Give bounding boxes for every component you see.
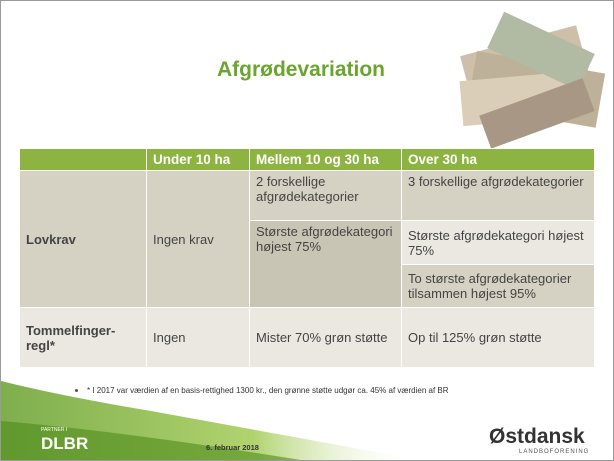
title: Afgrødevariation xyxy=(151,58,451,82)
row-label: Tommelfinger-regl* xyxy=(20,308,147,368)
table: Under 10 ha Mellem 10 og 30 ha Over 30 h… xyxy=(19,148,595,368)
footnote: * I 2017 var værdien af en basis-rettigh… xyxy=(87,386,449,395)
logo-left: DLBR xyxy=(41,434,88,453)
cell: 3 forskellige afgrødekategorier xyxy=(402,171,595,221)
cell: Ingen xyxy=(147,308,250,368)
cell: Op til 125% grøn støtte xyxy=(402,308,595,368)
header: Mellem 10 og 30 ha xyxy=(250,149,402,171)
header: Under 10 ha xyxy=(147,149,250,171)
logo-small: PARTNER I xyxy=(41,427,67,433)
row-label: Lovkrav xyxy=(20,171,147,308)
cell: Ingen krav xyxy=(147,171,250,308)
cell: Største afgrødekategori højest 75% xyxy=(250,221,402,308)
logo-right-sub: LANDBOFORENING xyxy=(519,449,589,455)
cell: To største afgrødekategorier tilsammen h… xyxy=(402,265,595,308)
cell: 2 forskellige afgrødekategorier xyxy=(250,171,402,221)
cell: Mister 70% grøn støtte xyxy=(250,308,402,368)
header-blank xyxy=(20,149,147,171)
date: 6. februar 2018 xyxy=(206,443,259,452)
slide: PARTNER I DLBR Østdansk LANDBOFORENING A… xyxy=(0,0,614,461)
logo-right: Østdansk xyxy=(489,425,585,448)
header: Over 30 ha xyxy=(402,149,595,171)
bullet xyxy=(75,389,78,392)
cell: Største afgrødekategori højest 75% xyxy=(402,221,595,265)
